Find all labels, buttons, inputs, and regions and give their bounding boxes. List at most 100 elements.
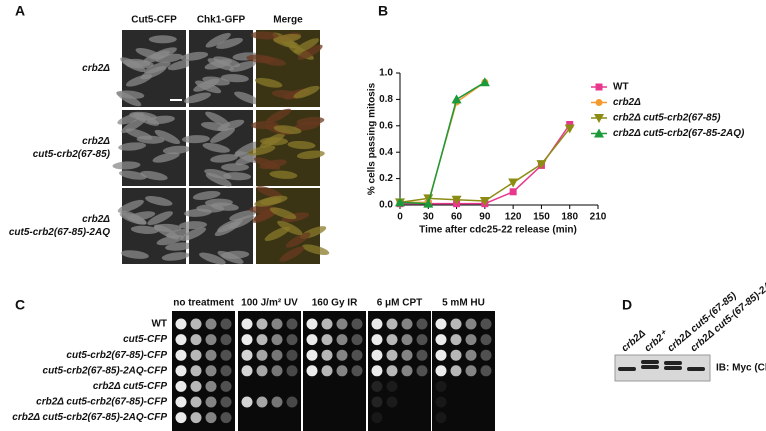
spot [450, 318, 462, 330]
spot [190, 380, 202, 392]
cell [254, 197, 282, 207]
marker [423, 198, 434, 208]
spot [190, 318, 202, 330]
cell [121, 250, 149, 259]
x-tick-label: 30 [423, 212, 435, 223]
spot [401, 365, 413, 377]
spot [386, 349, 398, 361]
band [618, 367, 636, 371]
spot [190, 349, 202, 361]
cell [221, 163, 250, 172]
spot [256, 349, 268, 361]
spot [435, 396, 447, 408]
spot [371, 396, 383, 408]
spot [416, 334, 428, 346]
column-header: Merge [273, 15, 303, 26]
spot [416, 318, 428, 330]
y-axis-title: % cells passing mitosis [367, 82, 378, 195]
cell [112, 161, 141, 170]
x-tick-label: 90 [479, 212, 491, 223]
spot [480, 334, 492, 346]
cell [277, 220, 303, 236]
marker [594, 114, 604, 123]
legend-label: crb2Δ cut5-crb2(67-85) [613, 113, 721, 124]
row-label: crb2Δ [82, 63, 110, 74]
lane-label: crb2Δ cut5-(67-85)-2AQ [689, 275, 766, 354]
spot [286, 365, 298, 377]
spot [465, 365, 477, 377]
cell [162, 145, 191, 155]
spot [371, 334, 383, 346]
cell [199, 252, 226, 265]
x-tick-label: 150 [533, 212, 550, 223]
spot [256, 334, 268, 346]
y-tick-label: 0.6 [379, 120, 393, 131]
spot [271, 396, 283, 408]
marker [564, 124, 575, 134]
cell [153, 223, 182, 232]
cell [229, 210, 257, 221]
condition-header: 160 Gy IR [312, 298, 358, 309]
cell [217, 218, 243, 233]
cell [192, 190, 221, 200]
cell [204, 59, 232, 70]
spot [336, 365, 348, 377]
spot [241, 365, 253, 377]
cell [118, 170, 147, 180]
spot [286, 318, 298, 330]
spot [351, 365, 363, 377]
cell [246, 54, 275, 64]
cell [180, 51, 209, 61]
cell [302, 244, 330, 255]
cell [136, 135, 165, 144]
marker [595, 83, 603, 91]
condition-header: 5 mM HU [442, 298, 485, 309]
y-tick-label: 0.8 [379, 94, 393, 105]
marker [536, 160, 547, 170]
y-tick-label: 0.0 [379, 200, 393, 211]
spot [220, 318, 232, 330]
spot [401, 334, 413, 346]
cell [269, 170, 298, 179]
cell [265, 108, 292, 124]
cell [140, 170, 168, 181]
marker [451, 195, 462, 205]
spot [401, 349, 413, 361]
cell [181, 135, 210, 144]
spot [175, 396, 187, 408]
spot [351, 349, 363, 361]
spot [256, 365, 268, 377]
condition-header: 100 J/m² UV [241, 298, 298, 309]
cell [204, 168, 232, 180]
cell [195, 80, 222, 94]
marker [595, 99, 603, 106]
condition-header: 6 μM CPT [377, 298, 423, 309]
cell [234, 91, 261, 105]
spot [286, 334, 298, 346]
spot [386, 334, 398, 346]
panel-label: C [15, 297, 25, 313]
spot [190, 412, 202, 424]
cell [273, 125, 302, 135]
spot [241, 318, 253, 330]
cell [180, 227, 207, 241]
panel-label: D [622, 297, 632, 313]
column-header: Cut5-CFP [131, 15, 177, 26]
strain-label: cut5-CFP [123, 334, 167, 345]
spot [175, 334, 187, 346]
series-line [399, 81, 486, 205]
band [641, 360, 659, 364]
spot [205, 396, 217, 408]
cell [148, 35, 177, 44]
spot [220, 380, 232, 392]
row-label: crb2Δ [82, 214, 110, 225]
cell [152, 152, 180, 163]
cell [287, 140, 316, 150]
cell [293, 85, 320, 99]
spot [336, 334, 348, 346]
spot [241, 334, 253, 346]
spot [220, 334, 232, 346]
band [641, 365, 659, 369]
spot [190, 365, 202, 377]
cell [145, 196, 173, 206]
